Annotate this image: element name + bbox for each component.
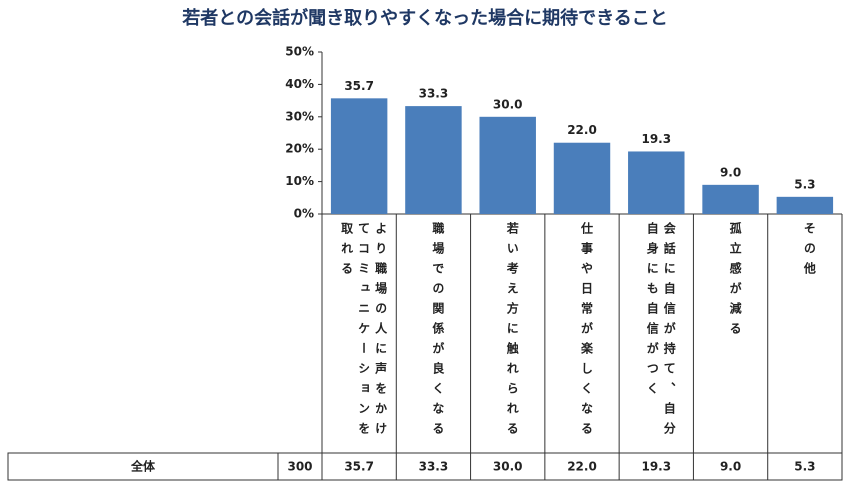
value-label: 35.7 xyxy=(344,79,374,93)
table-cell: 30.0 xyxy=(493,460,523,474)
value-label: 22.0 xyxy=(567,123,597,137)
chart-title: 若者との会話が聞き取りやすくなった場合に期待できること xyxy=(181,7,667,29)
bar xyxy=(553,142,611,214)
bar xyxy=(405,106,462,214)
y-tick-label: 30% xyxy=(285,109,314,123)
table-cell: 22.0 xyxy=(567,460,597,474)
table-cell: 9.0 xyxy=(720,460,741,474)
x-tick-label: 孤立感が減る xyxy=(728,222,743,342)
table-n: 300 xyxy=(287,460,312,474)
y-tick-label: 40% xyxy=(285,77,314,91)
bar xyxy=(479,116,536,214)
value-label: 9.0 xyxy=(720,165,741,179)
x-tick-label: 職場での関係が良くなる xyxy=(430,222,445,442)
value-label: 5.3 xyxy=(794,177,815,191)
table-cell: 5.3 xyxy=(794,460,815,474)
y-tick-label: 20% xyxy=(285,142,314,156)
value-label: 30.0 xyxy=(493,97,523,111)
y-tick-label: 0% xyxy=(294,207,314,221)
value-label: 19.3 xyxy=(641,132,671,146)
y-tick-label: 50% xyxy=(285,45,314,59)
table-cell: 19.3 xyxy=(641,460,671,474)
bar xyxy=(702,184,759,214)
bar xyxy=(776,196,834,214)
y-tick-label: 10% xyxy=(285,174,314,188)
table-cell: 35.7 xyxy=(344,460,374,474)
x-tick-label: 会話に自信が持て、自分自身にも自信がつく xyxy=(645,222,677,442)
x-tick-label: 若い考え方に触れられる xyxy=(505,222,520,442)
table-row-label: 全体 xyxy=(130,459,156,474)
value-label: 33.3 xyxy=(419,87,449,101)
x-tick-label: より職場の人に声をかけてコミュニケーションを取れる xyxy=(339,222,388,442)
bar xyxy=(628,151,685,214)
table-cell: 33.3 xyxy=(419,460,449,474)
x-tick-label: その他 xyxy=(802,222,817,282)
bar xyxy=(330,98,388,214)
x-tick-label: 仕事や日常が楽しくなる xyxy=(579,222,594,442)
